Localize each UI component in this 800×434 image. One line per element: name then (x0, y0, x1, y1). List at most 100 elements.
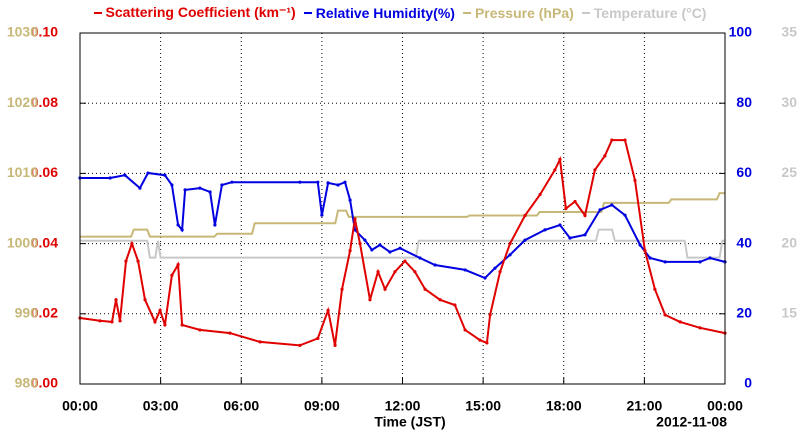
y-tick-label: 0.10 (31, 24, 58, 40)
data-point (378, 243, 382, 247)
data-point (320, 213, 324, 217)
data-point (143, 298, 147, 302)
data-point (553, 168, 557, 172)
data-point (123, 173, 127, 177)
data-point (498, 270, 502, 274)
data-point (108, 176, 112, 180)
data-point (170, 273, 174, 277)
data-point (163, 323, 167, 327)
y-tick-label: 0.06 (31, 164, 58, 180)
data-point (583, 213, 587, 218)
data-point (343, 180, 347, 184)
data-point (118, 319, 122, 323)
data-point (698, 326, 702, 330)
x-tick-label: 00:00 (707, 398, 743, 414)
data-point (603, 154, 607, 158)
series-line (80, 228, 725, 259)
data-point (463, 268, 467, 272)
data-point (376, 270, 380, 274)
data-point (643, 249, 647, 253)
data-point (180, 323, 184, 327)
data-point (623, 138, 627, 142)
data-point (298, 343, 302, 347)
data-point (543, 228, 547, 232)
y-tick-label: 35 (781, 24, 797, 40)
data-point (573, 199, 577, 204)
y-tick-label: 40 (736, 234, 752, 250)
y-tick-label: 1000 (7, 234, 38, 250)
y-tick-label: 1030 (7, 24, 38, 40)
data-point (610, 203, 614, 207)
data-point (638, 243, 642, 247)
x-tick-label: 12:00 (385, 398, 421, 414)
data-point (438, 298, 442, 302)
data-point (176, 223, 180, 227)
data-point (568, 236, 572, 240)
data-point (538, 192, 542, 197)
data-point (220, 183, 224, 187)
data-point (623, 213, 627, 217)
x-tick-label: 06:00 (223, 398, 259, 414)
data-point (648, 256, 652, 260)
legend-label: Relative Humidity(%) (315, 4, 455, 21)
data-point (258, 340, 262, 344)
series-line (80, 192, 725, 238)
data-point (398, 246, 402, 250)
x-tick-label: 18:00 (546, 398, 582, 414)
x-tick-label: 03:00 (143, 398, 179, 414)
data-point (146, 171, 150, 175)
legend-item: Scattering Coefficient (km⁻¹) (93, 4, 296, 21)
data-point (488, 313, 492, 317)
y-tick-label: 1010 (7, 164, 38, 180)
data-point (110, 320, 114, 324)
data-point (353, 217, 357, 221)
data-point (170, 183, 174, 187)
legend-swatch (581, 11, 590, 14)
y-tick-label: 0.08 (31, 94, 58, 110)
data-point (326, 181, 330, 185)
data-point (633, 178, 637, 183)
x-tick-label: 21:00 (626, 398, 662, 414)
data-point (698, 260, 702, 264)
y-tick-label: 20 (736, 305, 752, 321)
x-axis-label: Time (JST) (374, 414, 445, 430)
data-point (363, 238, 367, 242)
legend-label: Temperature (°C) (593, 4, 707, 21)
y-tick-label: 1020 (7, 94, 38, 110)
date-annotation: 2012-11-08 (656, 414, 727, 430)
data-point (418, 256, 422, 260)
data-point (463, 328, 467, 332)
data-point (348, 198, 352, 202)
y-tick-label: 0.04 (31, 234, 58, 250)
y-tick-label: 0 (744, 375, 752, 391)
data-point (383, 287, 387, 291)
data-point (138, 186, 142, 190)
y-tick-label: 80 (736, 94, 752, 110)
data-point (336, 183, 340, 187)
data-point (598, 208, 602, 212)
y-tick-label: 25 (781, 164, 797, 180)
data-point (453, 303, 457, 307)
legend: Scattering Coefficient (km⁻¹) Relative Hu… (0, 4, 800, 21)
data-point (163, 173, 167, 177)
plot-frame (79, 32, 726, 385)
data-point (228, 331, 232, 335)
data-point (183, 188, 187, 192)
legend-label: Pressure (hPa) (474, 4, 574, 21)
data-point (433, 263, 437, 267)
data-point (136, 259, 140, 263)
data-point (393, 270, 397, 274)
data-point (403, 259, 407, 263)
data-point (370, 248, 374, 252)
data-point (423, 287, 427, 291)
data-point (564, 206, 568, 211)
data-point (508, 253, 512, 257)
legend-item: Pressure (hPa) (462, 4, 574, 21)
data-point (523, 238, 527, 242)
data-point (230, 180, 234, 184)
data-point (316, 336, 320, 340)
data-point (124, 259, 128, 263)
data-point (523, 213, 527, 218)
data-point (663, 260, 667, 264)
